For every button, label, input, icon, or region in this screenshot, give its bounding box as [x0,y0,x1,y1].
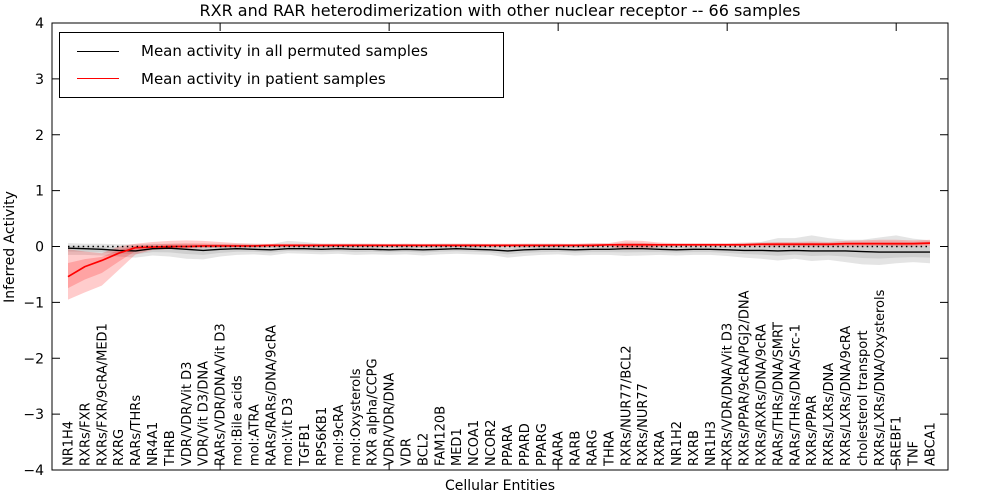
legend-label-permuted: Mean activity in all permuted samples [141,42,428,61]
x-tick-label: RPS6KB1 [315,407,330,466]
permuted-line-swatch [77,50,119,52]
x-tick-label: RXRs/FXR [78,402,93,466]
x-tick-label: RARs/THRs [129,395,144,466]
confidence-band [68,241,930,289]
mean-line [67,247,930,253]
x-tick-label: VDR/VDR/Vit D3 [180,362,195,466]
x-tick-label: MED1 [450,428,465,466]
x-tick-label: ABCA1 [924,422,939,466]
legend: Mean activity in all permuted samples Me… [59,32,504,98]
x-tick-label: RXR alpha/CCPG [366,358,381,466]
x-tick-label: PPARD [518,423,533,466]
x-tick-label: RXRs/VDR/DNA/Vit D3 [721,323,736,466]
x-axis-label: Cellular Entities [444,478,556,494]
x-tick-label: RXRs/LXRs/DNA [822,363,837,466]
x-tick-label: THRB [163,430,178,467]
x-tick-label: RXRG [112,429,127,466]
x-tick-label: RXRs/LXRs/DNA/Oxysterols [873,289,888,466]
x-tick-label: RARs/RARs/DNA/9cRA [264,325,279,466]
x-tick-label: RXRs/NUR77 [636,383,651,466]
x-tick-label: PPARG [535,423,550,466]
x-tick-label: RARB [569,431,584,466]
y-axis-label: Inferred Activity [2,191,18,303]
x-tick-label: RXRB [687,430,702,466]
x-tick-label: BCL2 [416,433,431,466]
x-tick-label: mol:Vit D3 [281,398,296,466]
x-tick-label: RXRs/NUR77/BCL2 [619,345,634,466]
x-tick-label: RXRs/PPAR [805,395,820,466]
x-tick-label: RARG [585,429,600,466]
x-tick-label: NCOR2 [484,420,499,466]
chart-title: RXR and RAR heterodimerization with othe… [199,1,801,20]
x-tick-label: RXRs/FXR/9cRA/MED1 [95,323,110,466]
x-tick-label: RARs/VDR/DNA/Vit D3 [214,323,229,466]
y-tick-label: −1 [23,295,44,311]
x-tick-label: THRA [602,431,617,467]
legend-label-patient: Mean activity in patient samples [141,69,386,88]
x-tick-label: NR1H4 [62,421,77,466]
x-tick-label: RXRs/LXRs/DNA/9cRA [839,326,854,466]
x-tick-label: RXRs/RXRs/DNA/9cRA [754,324,769,466]
legend-entry-patient: Mean activity in patient samples [60,70,503,88]
x-tick-label: mol:Oxysterols [349,368,364,466]
patient-line-swatch [77,78,119,80]
x-tick-label: PPARA [501,425,516,466]
x-tick-label: TNF [907,441,922,467]
y-tick-label: 0 [35,240,44,256]
y-tick-label: 2 [35,128,44,144]
x-tick-label: NCOA1 [467,420,482,466]
y-tick-label: −2 [23,351,44,367]
confidence-band [68,239,930,300]
y-tick-label: −3 [23,407,44,423]
y-tick-label: 4 [35,16,44,32]
x-tick-label: RARs/THRs/DNA/Src-1 [788,324,803,466]
y-tick-label: 1 [35,184,44,200]
mean-line [67,242,931,278]
x-tick-label: VDR/Vit D3/DNA [197,361,212,466]
x-tick-label: FAM120B [433,406,448,466]
y-tick-label: 3 [35,72,44,88]
x-tick-label: mol:Bile acids [231,375,246,466]
legend-entry-permuted: Mean activity in all permuted samples [60,42,503,60]
x-tick-label: NR4A1 [146,422,161,466]
x-tick-label: mol:ATRA [247,404,262,466]
x-tick-label: RARA [552,431,567,466]
x-tick-label: VDR/VDR/DNA [383,373,398,466]
x-tick-label: TGFB1 [298,423,313,467]
x-tick-label: RARs/THRs/DNA/SMRT [771,322,786,466]
x-tick-label: NR1H3 [704,421,719,466]
x-tick-label: RXRs/PPAR/9cRA/PGJ2/DNA [738,290,753,466]
x-tick-label: cholesterol transport [856,330,871,466]
x-tick-label: mol:9cRA [332,404,347,466]
x-tick-label: RXRA [653,431,668,466]
x-tick-label: NR1H2 [670,421,685,466]
x-tick-label: VDR [400,438,415,466]
x-tick-label: SREBF1 [890,416,905,466]
y-tick-label: −4 [23,463,44,479]
